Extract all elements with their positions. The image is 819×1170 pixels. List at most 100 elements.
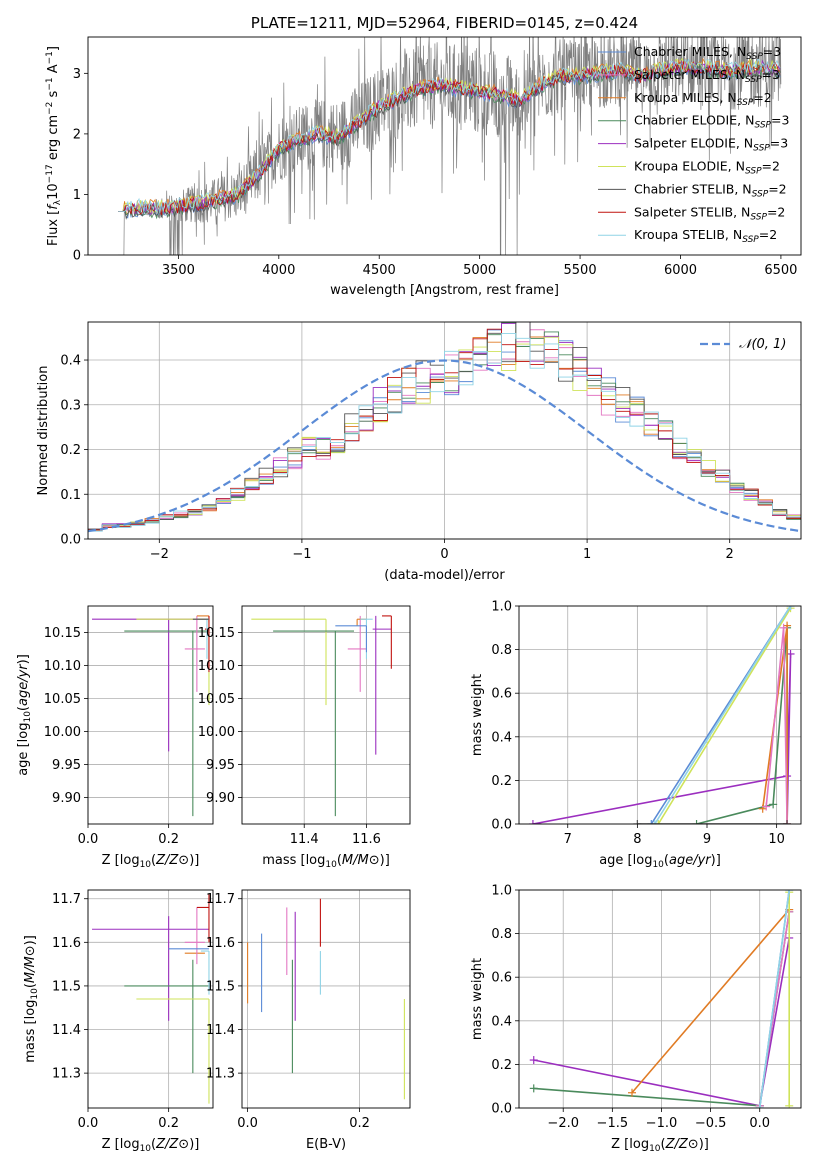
y-tick-label: 2 bbox=[73, 127, 81, 142]
axis-label-part: Z [log bbox=[611, 1137, 649, 1152]
y-tick-label: 10.05 bbox=[198, 692, 235, 707]
x-tick-label: 0.0 bbox=[237, 1116, 258, 1131]
y-tick-label: 0.2 bbox=[491, 774, 512, 789]
legend-label-tail: =2 bbox=[767, 204, 785, 219]
axis-label-part: )] bbox=[699, 1137, 709, 1152]
legend-label-sub: SSP bbox=[754, 121, 771, 131]
weight_vs_Z-axes: −2.0 −1.5 −1.0 −0.5 0.0 0.0 0.2 0.4 0.6 0.8 1.0 bbox=[491, 884, 802, 1131]
legend-label-sub: SSP bbox=[737, 98, 754, 108]
legend-label: Salpeter STELIB, NSSP=2 bbox=[634, 204, 785, 222]
y-tick-label: 10.15 bbox=[198, 626, 235, 641]
x-axis-label: mass [log10(M/M⊙)] bbox=[262, 853, 390, 870]
legend-label: Salpeter MILES, NSSP=3 bbox=[634, 67, 780, 85]
y-tick-label: 0 bbox=[73, 249, 81, 264]
errorbar-salpeter_miles bbox=[184, 907, 205, 965]
y-tick-label: 9.95 bbox=[206, 758, 235, 773]
axis-label-part: ( bbox=[151, 853, 156, 868]
y-tick-label: 9.95 bbox=[52, 758, 81, 773]
axis-label-part: 10 bbox=[30, 988, 40, 1000]
x-tick-label: −2.0 bbox=[547, 1116, 579, 1131]
errorbar-salpeter_stelib bbox=[196, 894, 210, 943]
axis-label-part: mass [log bbox=[23, 1000, 38, 1063]
y-tick-label: 0.4 bbox=[491, 730, 512, 745]
legend-label-sub: SSP bbox=[750, 212, 767, 222]
y-tick-label: 11.6 bbox=[52, 936, 81, 951]
legend-label: Chabrier STELIB, NSSP=2 bbox=[634, 181, 787, 199]
y-tick-label: 0.3 bbox=[60, 398, 81, 413]
legend-label: Kroupa ELODIE, NSSP=2 bbox=[634, 159, 780, 177]
x-tick-label: 0.0 bbox=[78, 832, 99, 847]
histogram-kroupa_stelib bbox=[88, 332, 801, 539]
axes-frame bbox=[518, 889, 802, 1109]
errorbar-kroupa_elodie bbox=[251, 618, 327, 706]
y-tick-label: 0.8 bbox=[491, 643, 512, 658]
legend-label-sub: SSP bbox=[753, 144, 770, 154]
axis-label-part: )] bbox=[23, 935, 38, 945]
y-tick-label: 3 bbox=[73, 67, 81, 82]
x-tick-label: 0.2 bbox=[158, 832, 179, 847]
x-tick-label: 1 bbox=[583, 547, 591, 562]
legend-label-base: Salpeter MILES, N bbox=[634, 67, 745, 82]
weight_vs_age-plot bbox=[528, 606, 795, 824]
y-axis-label-part: −1 bbox=[45, 77, 55, 90]
weight-line-kroupa_miles bbox=[631, 909, 790, 1094]
spectrum-axes: 3500 4000 4500 5000 5500 6000 6500 0 1 2 3 bbox=[73, 36, 802, 278]
axis-label-part: 10 bbox=[140, 860, 152, 870]
legend-label-sub: SSP bbox=[745, 75, 762, 85]
y-tick-label: 11.5 bbox=[52, 979, 81, 994]
y-tick-label: 0.8 bbox=[491, 927, 512, 942]
y-axis-label-part: s bbox=[46, 90, 61, 101]
residuals-plot bbox=[88, 322, 801, 539]
y-tick-label: 10.00 bbox=[198, 725, 235, 740]
axis-label-part: )] bbox=[380, 853, 390, 868]
legend-label-normal: 𝒩(0, 1) bbox=[739, 337, 786, 352]
errorbar-salpeter_miles bbox=[347, 615, 367, 692]
axis-label-part: 10 bbox=[649, 1144, 661, 1154]
axis-label-part: ( bbox=[151, 1137, 156, 1152]
axes-frame bbox=[87, 321, 802, 540]
legend-label-tail: =2 bbox=[762, 159, 780, 174]
axis-label-part: )] bbox=[189, 1137, 199, 1152]
y-axis-label: age [log10(age/yr)] bbox=[16, 654, 33, 776]
axis-label-part: age [log bbox=[599, 853, 652, 868]
x-tick-label: 4000 bbox=[262, 263, 295, 278]
legend-label-tail: =3 bbox=[762, 67, 780, 82]
x-tick-label: 7 bbox=[564, 832, 572, 847]
legend-label-tail: =2 bbox=[753, 90, 771, 105]
axis-label-part: )] bbox=[711, 853, 721, 868]
legend-label: Salpeter ELODIE, NSSP=3 bbox=[634, 136, 788, 154]
x-tick-label: 8 bbox=[633, 832, 641, 847]
y-tick-label: 11.6 bbox=[206, 936, 235, 951]
x-axis-label: E(B-V) bbox=[306, 1137, 346, 1152]
y-tick-label: 9.90 bbox=[206, 791, 235, 806]
legend-label-sub: SSP bbox=[746, 52, 763, 62]
y-tick-label: 0.4 bbox=[60, 354, 81, 369]
spectrum-plot bbox=[118, 37, 782, 255]
y-tick-label: 11.4 bbox=[52, 1023, 81, 1038]
axis-label-part: )] bbox=[16, 654, 31, 664]
y-tick-label: 10.15 bbox=[44, 626, 81, 641]
x-tick-label: −1.0 bbox=[646, 1116, 678, 1131]
x-tick-label: 11.6 bbox=[352, 832, 381, 847]
y-axis-label: mass weight bbox=[470, 674, 485, 756]
y-axis-label-part: erg cm bbox=[46, 115, 61, 164]
x-tick-label: 0.2 bbox=[349, 1116, 370, 1131]
x-tick-label: 6000 bbox=[664, 263, 697, 278]
weight-line-kroupa_stelib bbox=[654, 606, 792, 824]
x-tick-label: 9 bbox=[703, 832, 711, 847]
axis-label-part: ( bbox=[664, 853, 669, 868]
age_vs_mass-axes: 11.4 11.6 9.90 9.95 10.00 10.05 10.10 10.15 bbox=[198, 605, 411, 847]
weight_vs_age-axes: 7 8 9 10 0.0 0.2 0.4 0.6 0.8 1.0 bbox=[491, 600, 802, 847]
errorbar-chabrier_elodie bbox=[124, 959, 209, 1074]
axis-label-part: age/yr bbox=[669, 853, 712, 868]
y-tick-label: 0.6 bbox=[491, 971, 512, 986]
axes-frame bbox=[87, 36, 802, 256]
legend-label-tail: =3 bbox=[771, 113, 789, 128]
y-tick-label: 0.2 bbox=[491, 1058, 512, 1073]
axis-label-part: mass [log bbox=[262, 853, 325, 868]
errorbar-chabrier_miles bbox=[335, 625, 367, 653]
legend-label-base: Salpeter ELODIE, N bbox=[634, 136, 753, 151]
y-tick-label: 0.0 bbox=[60, 533, 81, 548]
y-tick-label: 0.6 bbox=[491, 687, 512, 702]
